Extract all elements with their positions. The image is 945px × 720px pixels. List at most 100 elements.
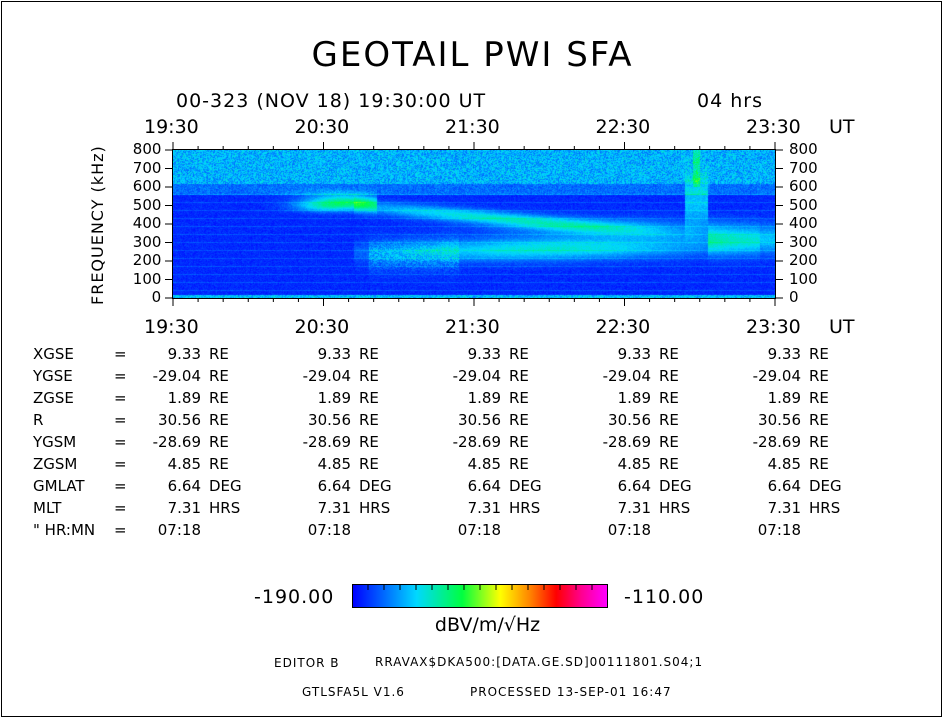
ephem-label: GMLAT: [33, 477, 85, 495]
ephem-value: 9.33: [317, 345, 351, 363]
spectrogram-border: [172, 149, 776, 299]
ephem-value: -29.04: [302, 367, 351, 385]
ephem-value: 9.33: [467, 345, 501, 363]
ephem-value: 30.56: [308, 411, 351, 429]
ephem-value: 6.64: [767, 477, 801, 495]
ephem-unit: DEG: [809, 477, 842, 495]
ephem-label: MLT: [33, 499, 62, 517]
ephem-unit: RE: [209, 411, 229, 429]
editor-label: EDITOR B: [274, 656, 340, 670]
ephem-label: XGSE: [33, 345, 74, 363]
ephem-equals: =: [114, 477, 127, 495]
left-freq-tick-300: 300: [132, 232, 162, 251]
bottom-time-tick-2130: 21:30: [445, 316, 500, 338]
left-freq-tick-500: 500: [132, 195, 162, 214]
ephem-equals: =: [114, 367, 127, 385]
ephem-equals: =: [114, 521, 127, 539]
duration-label: 04 hrs: [697, 90, 763, 112]
top-time-tick-2030: 20:30: [294, 116, 350, 138]
program-version: GTLSFA5L V1.6: [302, 685, 405, 699]
colorbar-ticks: [367, 584, 593, 590]
ephem-unit: RE: [509, 433, 529, 451]
left-freq-tick-400: 400: [132, 214, 162, 232]
bottom-time-unit: UT: [829, 316, 855, 338]
ephem-unit: RE: [209, 345, 229, 363]
ephem-unit: RE: [659, 367, 679, 385]
colorbar-min-label: -190.00: [254, 586, 335, 608]
ephem-value: -28.69: [452, 433, 501, 451]
ephem-unit: RE: [359, 389, 379, 407]
bottom-time-tick-2330: 23:30: [746, 316, 801, 338]
ephem-value: 9.33: [767, 345, 801, 363]
ephem-value: 1.89: [767, 389, 801, 407]
ephem-equals: =: [114, 389, 127, 407]
ephem-equals: =: [114, 499, 127, 517]
ephem-value: 07:18: [457, 521, 501, 539]
ephem-value: 07:18: [607, 521, 651, 539]
colorbar-unit-label: dBV/m/√Hz: [434, 614, 541, 636]
ephem-equals: =: [114, 345, 127, 363]
ephem-value: 1.89: [617, 389, 651, 407]
ephem-unit: RE: [209, 367, 229, 385]
right-freq-tick-0: 0: [789, 288, 799, 306]
left-freq-tick-200: 200: [132, 251, 162, 269]
top-time-unit: UT: [829, 116, 855, 138]
ephem-value: -29.04: [152, 367, 201, 385]
bottom-time-tick-2230: 22:30: [595, 316, 651, 338]
ephem-value: -28.69: [752, 433, 801, 451]
ephem-unit: RE: [209, 433, 229, 451]
ephem-value: -28.69: [602, 433, 651, 451]
ephem-label: YGSM: [33, 433, 77, 451]
spectrogram-image: [173, 150, 775, 298]
ephem-unit: RE: [809, 433, 829, 451]
ephem-unit: RE: [659, 389, 679, 407]
data-file-path: RRAVAX$DKA500:[DATA.GE.SD]00111801.S04;1: [375, 655, 704, 669]
ephem-unit: RE: [359, 411, 379, 429]
ephem-unit: HRS: [509, 499, 541, 517]
ephem-value: 30.56: [758, 411, 801, 429]
ephem-value: 9.33: [167, 345, 201, 363]
ephem-unit: RE: [509, 455, 529, 473]
ephem-unit: RE: [509, 389, 529, 407]
ephem-equals: =: [114, 455, 127, 473]
ephem-value: -29.04: [752, 367, 801, 385]
ephem-label: ZGSM: [33, 455, 78, 473]
ephem-label: " HR:MN: [33, 521, 96, 539]
ephem-unit: RE: [509, 411, 529, 429]
ephem-equals: =: [114, 411, 127, 429]
right-freq-tick-600: 600: [789, 177, 818, 195]
ephem-unit: RE: [659, 455, 679, 473]
ephem-value: 1.89: [167, 389, 201, 407]
ephem-unit: RE: [809, 345, 829, 363]
ephem-unit: RE: [209, 389, 229, 407]
right-freq-tick-300: 300: [789, 232, 818, 251]
right-freq-tick-700: 700: [789, 158, 818, 177]
ephem-unit: RE: [659, 411, 679, 429]
ephem-unit: RE: [659, 345, 679, 363]
ephem-value: 07:18: [157, 521, 201, 539]
ephem-unit: DEG: [659, 477, 692, 495]
ephem-value: 7.31: [767, 499, 801, 517]
ephem-value: 07:18: [757, 521, 801, 539]
bottom-time-tick-2030: 20:30: [294, 316, 350, 338]
ephem-value: 4.85: [317, 455, 351, 473]
ephem-value: 4.85: [167, 455, 201, 473]
ephem-value: -28.69: [152, 433, 201, 451]
ephem-unit: RE: [509, 367, 529, 385]
ephem-unit: HRS: [809, 499, 841, 517]
ephem-value: 6.64: [317, 477, 351, 495]
ephem-unit: RE: [209, 455, 229, 473]
ephem-value: 30.56: [158, 411, 201, 429]
processed-timestamp: PROCESSED 13-SEP-01 16:47: [470, 685, 672, 699]
ephem-value: 4.85: [617, 455, 651, 473]
ephem-unit: RE: [359, 345, 379, 363]
left-freq-tick-100: 100: [132, 269, 162, 288]
right-freq-tick-500: 500: [789, 195, 818, 214]
ephem-unit: RE: [359, 455, 379, 473]
ephem-unit: RE: [359, 433, 379, 451]
top-time-tick-2130: 21:30: [445, 116, 500, 138]
right-freq-tick-200: 200: [789, 251, 818, 269]
ephem-label: YGSE: [33, 367, 73, 385]
ephem-unit: RE: [659, 433, 679, 451]
